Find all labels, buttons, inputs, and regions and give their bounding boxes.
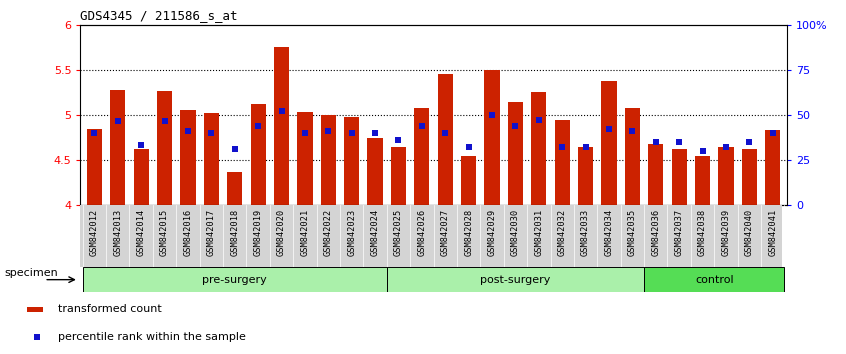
Text: GSM842030: GSM842030: [511, 209, 520, 256]
Bar: [648, 144, 663, 205]
Text: GSM842025: GSM842025: [394, 209, 403, 256]
Bar: [204, 113, 219, 205]
Text: GSM842028: GSM842028: [464, 209, 473, 256]
Bar: [765, 130, 780, 205]
Bar: [461, 156, 476, 205]
Bar: [437, 74, 453, 205]
Text: control: control: [695, 275, 733, 285]
Bar: [415, 108, 430, 205]
Bar: [578, 147, 593, 205]
Text: GDS4345 / 211586_s_at: GDS4345 / 211586_s_at: [80, 9, 238, 22]
Text: GSM842018: GSM842018: [230, 209, 239, 256]
Bar: [672, 149, 687, 205]
Text: GSM842036: GSM842036: [651, 209, 660, 256]
Text: GSM842038: GSM842038: [698, 209, 707, 256]
Bar: [134, 149, 149, 205]
Text: GSM842012: GSM842012: [90, 209, 99, 256]
Bar: [695, 156, 710, 205]
Bar: [27, 307, 43, 312]
Bar: [227, 172, 242, 205]
Bar: [87, 129, 102, 205]
Text: specimen: specimen: [4, 268, 58, 279]
Text: GSM842032: GSM842032: [558, 209, 567, 256]
Text: GSM842019: GSM842019: [254, 209, 262, 256]
Bar: [625, 108, 640, 205]
Bar: [367, 138, 382, 205]
Bar: [391, 147, 406, 205]
Text: GSM842041: GSM842041: [768, 209, 777, 256]
Text: GSM842026: GSM842026: [417, 209, 426, 256]
Bar: [321, 115, 336, 205]
Text: GSM842014: GSM842014: [137, 209, 146, 256]
Bar: [274, 47, 289, 205]
Bar: [297, 112, 312, 205]
Text: GSM842022: GSM842022: [324, 209, 332, 256]
Text: GSM842031: GSM842031: [535, 209, 543, 256]
Text: GSM842016: GSM842016: [184, 209, 193, 256]
Text: pre-surgery: pre-surgery: [202, 275, 267, 285]
Text: GSM842020: GSM842020: [277, 209, 286, 256]
Bar: [387, 267, 644, 292]
Text: GSM842039: GSM842039: [722, 209, 730, 256]
Text: percentile rank within the sample: percentile rank within the sample: [58, 332, 245, 342]
Bar: [485, 70, 500, 205]
Text: GSM842021: GSM842021: [300, 209, 310, 256]
Text: GSM842017: GSM842017: [207, 209, 216, 256]
Bar: [531, 92, 547, 205]
Bar: [508, 102, 523, 205]
Bar: [555, 120, 570, 205]
Text: post-surgery: post-surgery: [481, 275, 551, 285]
Text: transformed count: transformed count: [58, 304, 162, 314]
Bar: [644, 267, 784, 292]
Text: GSM842013: GSM842013: [113, 209, 123, 256]
Bar: [110, 90, 125, 205]
Text: GSM842027: GSM842027: [441, 209, 450, 256]
Text: GSM842033: GSM842033: [581, 209, 591, 256]
Text: GSM842040: GSM842040: [744, 209, 754, 256]
Text: GSM842024: GSM842024: [371, 209, 380, 256]
Bar: [718, 147, 733, 205]
Bar: [180, 110, 195, 205]
Bar: [83, 267, 387, 292]
Text: GSM842023: GSM842023: [347, 209, 356, 256]
Bar: [157, 91, 173, 205]
Bar: [250, 104, 266, 205]
Bar: [344, 117, 360, 205]
Bar: [742, 149, 757, 205]
Text: GSM842037: GSM842037: [674, 209, 684, 256]
Text: GSM842034: GSM842034: [605, 209, 613, 256]
Text: GSM842029: GSM842029: [487, 209, 497, 256]
Text: GSM842015: GSM842015: [160, 209, 169, 256]
Text: GSM842035: GSM842035: [628, 209, 637, 256]
Bar: [602, 81, 617, 205]
